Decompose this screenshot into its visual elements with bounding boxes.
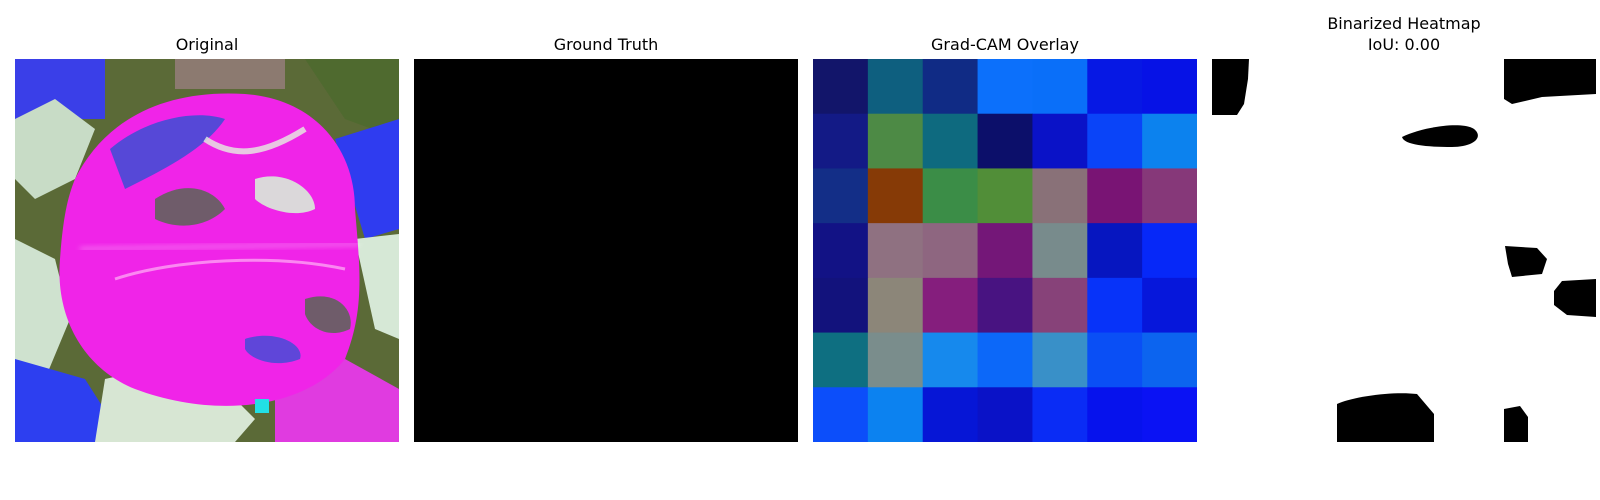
gradcam-cell <box>922 277 979 334</box>
panel-original: Original <box>15 0 399 450</box>
gradcam-cell <box>1032 168 1088 224</box>
gradcam-cell <box>1032 277 1088 334</box>
original-image <box>15 59 399 442</box>
binarized-mask <box>1212 59 1596 442</box>
gradcam-cell <box>1032 387 1088 442</box>
gradcam-cell <box>867 113 924 169</box>
gradcam-cell <box>1142 387 1197 442</box>
gradcam-cell <box>1032 59 1088 115</box>
gradcam-cell <box>977 168 1033 224</box>
panel-subtitle-iou: IoU: 0.00 <box>1367 35 1441 54</box>
original-leaf-spot-4 <box>245 335 301 364</box>
gradcam-cell <box>1032 332 1088 388</box>
gradcam-cell <box>1142 59 1197 115</box>
original-leaf-vein-1 <box>110 115 225 189</box>
ground-truth-mask <box>414 59 798 442</box>
gradcam-cell <box>977 59 1033 115</box>
binarized-blob-center-top <box>1402 125 1478 147</box>
ground-truth-fill <box>414 59 798 442</box>
binarized-blob-bottom-left <box>1337 393 1434 442</box>
binarized-blob-right-low <box>1554 279 1596 317</box>
gradcam-cell <box>1032 223 1088 279</box>
original-blue-right <box>335 119 399 239</box>
panel-title-gradcam: Grad-CAM Overlay <box>931 35 1079 54</box>
gradcam-cell <box>922 168 979 224</box>
gradcam-cell <box>1087 113 1143 169</box>
original-leaf-spot-2 <box>255 176 315 214</box>
gradcam-cell <box>1087 59 1143 115</box>
gradcam-cell <box>1087 168 1143 224</box>
original-pale-left <box>15 99 95 199</box>
panel-ground-truth: Ground Truth <box>414 0 798 450</box>
gradcam-cell <box>922 387 979 442</box>
gradcam-cell <box>977 332 1033 388</box>
gradcam-cell <box>922 113 979 169</box>
original-leaf-highlight <box>203 126 307 155</box>
original-leaf-spot-1 <box>155 188 225 226</box>
gradcam-cell <box>813 332 869 388</box>
gradcam-cell <box>1142 113 1197 169</box>
gradcam-cell <box>977 277 1033 334</box>
gradcam-cell <box>813 277 869 334</box>
original-pale-left-low <box>15 239 70 389</box>
gradcam-cell <box>813 387 869 442</box>
gradcam-cell <box>977 387 1033 442</box>
gradcam-cell <box>1032 113 1088 169</box>
gradcam-cell <box>1142 332 1197 388</box>
gradcam-cell <box>1142 168 1197 224</box>
original-corner-tr <box>305 59 399 139</box>
original-blue-bl <box>15 359 125 442</box>
original-top-patch <box>175 59 285 89</box>
original-leaf-spot-3 <box>305 296 351 334</box>
gradcam-heatmap <box>813 59 1197 442</box>
gradcam-cell <box>813 113 869 169</box>
original-cyan-speck <box>255 399 269 413</box>
gradcam-cell <box>813 223 869 279</box>
gradcam-cell <box>867 59 924 115</box>
original-leaf-midrib <box>79 243 361 250</box>
gradcam-cell <box>1087 277 1143 334</box>
gradcam-cell <box>922 332 979 388</box>
gradcam-cell <box>977 113 1033 169</box>
original-leaf-vein-2 <box>114 258 346 281</box>
gradcam-cell <box>1087 332 1143 388</box>
gradcam-cell <box>977 223 1033 279</box>
panel-title-ground-truth: Ground Truth <box>553 35 659 54</box>
gradcam-cell <box>867 332 924 388</box>
binarized-blob-tr <box>1504 59 1596 104</box>
binarized-blob-tl <box>1212 59 1249 115</box>
gradcam-cell <box>1087 223 1143 279</box>
panel-gradcam: Grad-CAM Overlay <box>813 0 1197 450</box>
gradcam-cell <box>922 223 979 279</box>
binarized-blob-right-mid <box>1505 246 1547 277</box>
gradcam-cell <box>922 59 979 115</box>
gradcam-cell <box>1087 387 1143 442</box>
gradcam-cell <box>1142 277 1197 334</box>
binarized-blob-bottom-right <box>1504 406 1528 442</box>
panel-binarized: Binarized Heatmap IoU: 0.00 <box>1212 0 1596 450</box>
panel-title-original: Original <box>175 35 239 54</box>
gradcam-cell <box>867 168 924 224</box>
original-pale-right <box>355 234 399 339</box>
panel-title-binarized: Binarized Heatmap <box>1327 14 1481 33</box>
gradcam-cell <box>813 59 869 115</box>
gradcam-cell <box>867 277 924 334</box>
gradcam-cell <box>1142 223 1197 279</box>
gradcam-cell <box>867 387 924 442</box>
gradcam-cell <box>813 168 869 224</box>
gradcam-cell <box>867 223 924 279</box>
